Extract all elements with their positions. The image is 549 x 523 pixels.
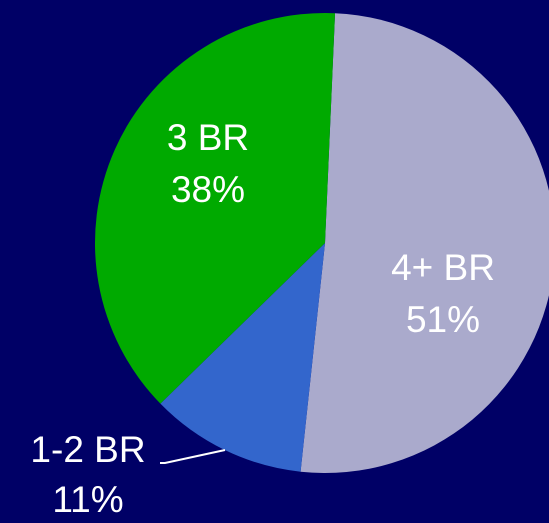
- pie-slice: [160, 243, 325, 472]
- value-label: 51%: [406, 299, 480, 340]
- pie-slice: [94, 12, 336, 404]
- pie-slice: [300, 13, 549, 473]
- slice-label: 1-2 BR: [30, 429, 145, 470]
- value-label: 38%: [171, 169, 245, 210]
- value-label: 11%: [52, 479, 123, 520]
- slice-label: 4+ BR: [391, 247, 495, 288]
- leader-line: [160, 449, 226, 464]
- slice-label: 3 BR: [167, 117, 249, 158]
